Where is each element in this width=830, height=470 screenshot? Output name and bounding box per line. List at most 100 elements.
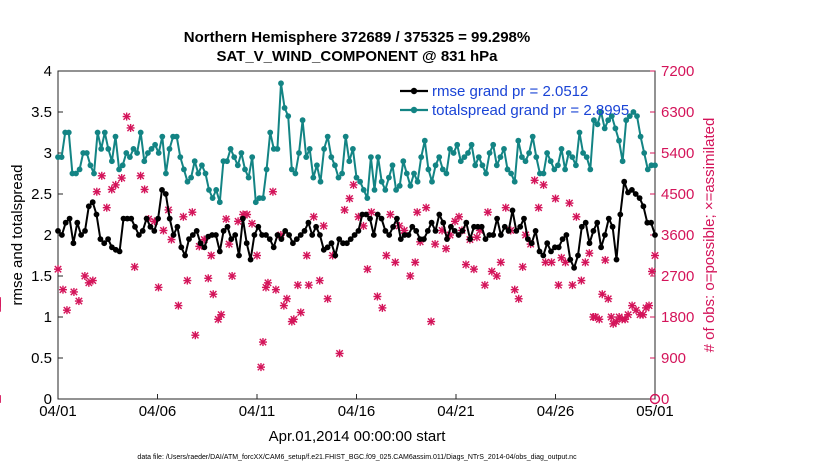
rmse-point [374,211,381,218]
rmse-point [525,236,531,243]
assimilated-obs-point [289,315,298,324]
assimilated-obs-point [315,276,324,285]
totalspread-point [465,150,471,156]
assimilated-obs-point [598,290,607,299]
totalspread-point [533,154,540,161]
y-right-tick-label: 4500 [661,186,694,203]
rmse-point [571,264,577,271]
totalspread-point [547,158,554,165]
totalspread-point [231,154,238,161]
totalspread-point [332,162,338,169]
totalspread-point [98,146,105,152]
assimilated-obs-point [585,249,594,258]
totalspread-point [296,150,302,156]
assimilated-obs-point [154,283,163,292]
assimilated-obs-point [319,221,328,230]
totalspread-point [288,166,295,173]
totalspread-point [522,158,529,165]
rmse-point [501,223,508,230]
totalspread-point [594,121,601,128]
assimilated-obs-point [539,180,548,189]
rmse-point [605,215,612,222]
totalspread-point [375,154,381,161]
assimilated-obs-point [518,262,527,271]
chart-title-line1: Northern Hemisphere 372689 / 375325 = 99… [184,29,530,46]
assimilated-obs-point [102,203,111,212]
totalspread-point [573,162,579,169]
totalspread-point [299,117,306,124]
totalspread-point [130,146,137,152]
assimilated-obs-point [496,258,505,267]
assimilated-obs-point [645,301,654,310]
totalspread-point [565,150,572,156]
assimilated-obs-point [604,294,613,303]
rmse-point [382,228,389,234]
rmse-point [216,248,223,255]
totalspread-point [123,150,130,156]
totalspread-point [421,137,428,144]
totalspread-point [116,166,122,173]
totalspread-point [479,162,486,169]
assimilated-obs-point [111,180,120,189]
x-axis: 04/01 04/06 04/11 04/16 04/21 04/26 05/01 [39,394,674,420]
rmse-point [232,232,239,238]
rmse-point [344,240,350,247]
assimilated-obs-point [207,251,216,260]
rmse-point [101,240,108,247]
totalspread-point [76,166,83,173]
assimilated-obs-point [624,310,633,319]
totalspread-point [177,154,184,161]
totalspread-point [274,146,281,152]
assimilated-obs-point [472,233,481,242]
rmse-point [351,232,358,238]
assimilated-obs-point [188,208,197,217]
rmse-point [648,219,654,226]
rmse-point [567,256,574,263]
rmse-point [85,203,92,210]
assimilated-obs-point [271,285,280,294]
rmse-point [444,236,450,243]
assimilated-obs-point [554,281,563,290]
rmse-point [636,195,643,202]
totalspread-point [310,174,317,181]
rmse-point [598,244,604,251]
assimilated-obs-point [323,294,332,303]
rmse-point [59,232,65,238]
rmse-point [70,240,77,247]
totalspread-point [191,158,198,165]
totalspread-point [400,158,407,165]
assimilated-obs-point [427,317,436,326]
rmse-point [301,228,308,234]
assimilated-obs-point [345,194,354,203]
totalspread-point [436,154,443,161]
rmse-point [347,236,354,243]
y-right-tick-label: 0 [661,391,669,408]
totalspread-point [335,174,342,181]
totalspread-point [605,117,612,124]
totalspread-point [339,170,345,177]
rmse-point [97,236,104,243]
rmse-point [609,223,616,230]
totalspread-point [278,80,284,87]
assimilated-obs-point [534,203,543,212]
totalspread-point [587,166,594,173]
y-right-tick-label: 5400 [661,145,694,162]
totalspread-point [515,137,522,144]
assimilated-obs-point [97,171,106,180]
totalspread-point [346,158,353,165]
data-file-footnote: data file: /Users/raeder/DAI/ATM_forcXX/… [137,454,577,461]
y-left-tick-label: 2 [44,227,52,244]
totalspread-point [249,154,256,161]
rmse-point [394,215,400,222]
totalspread-point [188,174,195,181]
rmse-point [586,240,593,247]
rmse-point [247,256,254,263]
y-right-tick-label: 3600 [661,227,694,244]
rmse-point [278,236,285,243]
totalspread-point [396,182,403,189]
assimilated-obs-point [174,301,183,310]
totalspread-point [137,129,144,136]
totalspread-point [83,150,90,156]
rmse-point [563,232,570,238]
rmse-point [328,240,335,247]
